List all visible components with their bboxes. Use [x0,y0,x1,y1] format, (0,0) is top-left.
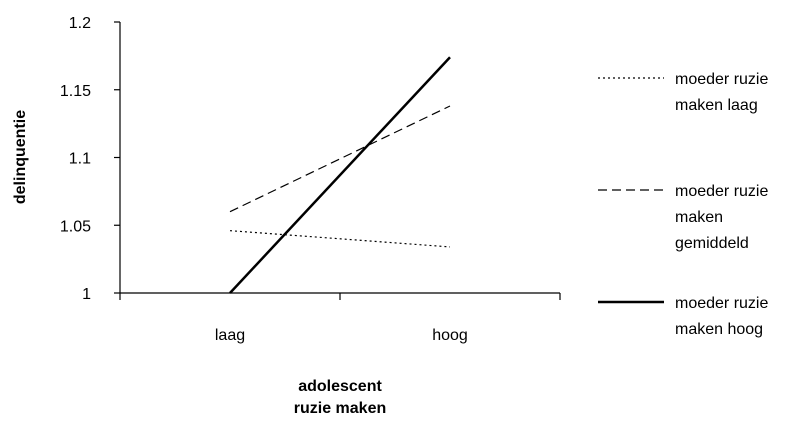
y-ticks: 1 1.05 1.1 1.15 1.2 [60,15,120,303]
legend-label: moeder ruzie [675,183,768,200]
series-lines [229,56,451,294]
legend-label: maken hoog [675,321,763,338]
x-ticks: laag hoog [119,293,561,344]
y-tick-label: 1 [82,286,91,303]
legend-label: moeder ruzie [675,295,768,312]
legend-label: maken laag [675,97,758,114]
legend-label: gemiddeld [675,235,749,252]
series-line-dotted [229,230,451,248]
y-tick-label: 1.1 [69,151,91,168]
series-line-solid [229,56,451,294]
y-tick-label: 1.15 [60,83,91,100]
y-tick-label: 1.05 [60,218,91,235]
legend-label: maken [675,209,723,226]
x-axis-title-line-1: adolescent [298,378,382,395]
x-tick-label: hoog [432,327,468,344]
x-tick-label: laag [215,327,245,344]
axes [119,22,560,294]
series-line-dashed [229,105,451,213]
y-axis-title: delinquentie [12,110,29,204]
y-tick-label: 1.2 [69,15,91,32]
legend-label: moeder ruzie [675,71,768,88]
x-axis-title-line-2: ruzie maken [294,400,386,417]
legend: moeder ruzie maken laag moeder ruzie maken g… [598,71,768,338]
